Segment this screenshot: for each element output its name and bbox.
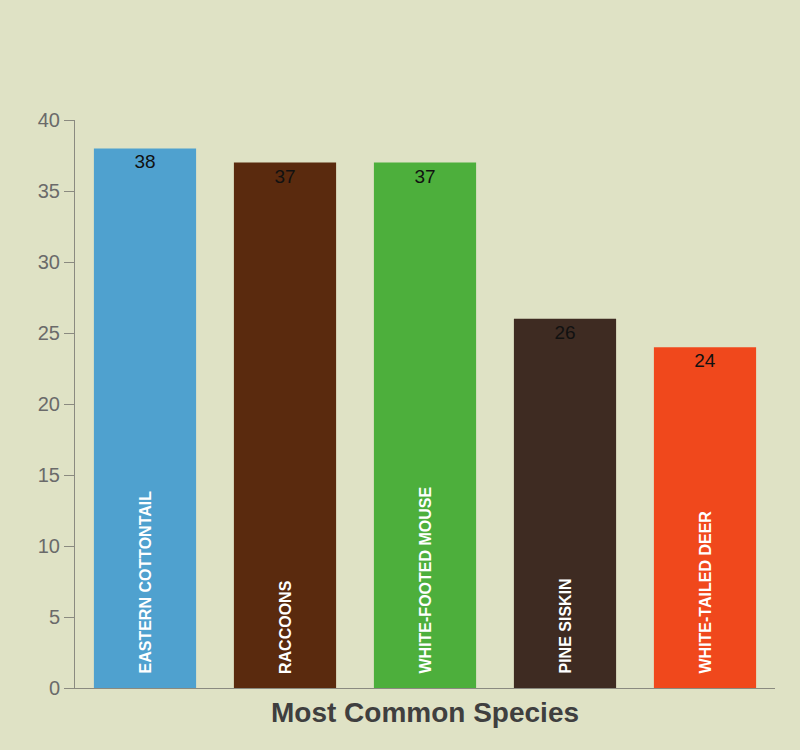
svg-text:40: 40: [38, 109, 60, 131]
svg-text:38: 38: [134, 151, 155, 172]
svg-text:30: 30: [38, 251, 60, 273]
svg-text:25: 25: [38, 322, 60, 344]
svg-text:PINE SISKIN: PINE SISKIN: [557, 578, 574, 673]
svg-text:Most Common Species: Most Common Species: [271, 697, 579, 728]
svg-text:26: 26: [554, 322, 575, 343]
svg-text:EASTERN COTTONTAIL: EASTERN COTTONTAIL: [137, 491, 154, 674]
svg-text:35: 35: [38, 180, 60, 202]
svg-text:15: 15: [38, 464, 60, 486]
svg-text:24: 24: [694, 350, 716, 371]
svg-text:10: 10: [38, 535, 60, 557]
svg-text:37: 37: [274, 166, 295, 187]
svg-text:37: 37: [414, 166, 435, 187]
svg-text:WHITE-FOOTED MOUSE: WHITE-FOOTED MOUSE: [417, 487, 434, 674]
svg-text:WHITE-TAILED DEER: WHITE-TAILED DEER: [697, 511, 714, 674]
svg-text:0: 0: [49, 677, 60, 699]
svg-text:5: 5: [49, 606, 60, 628]
svg-text:20: 20: [38, 393, 60, 415]
svg-text:RACCOONS: RACCOONS: [277, 580, 294, 674]
